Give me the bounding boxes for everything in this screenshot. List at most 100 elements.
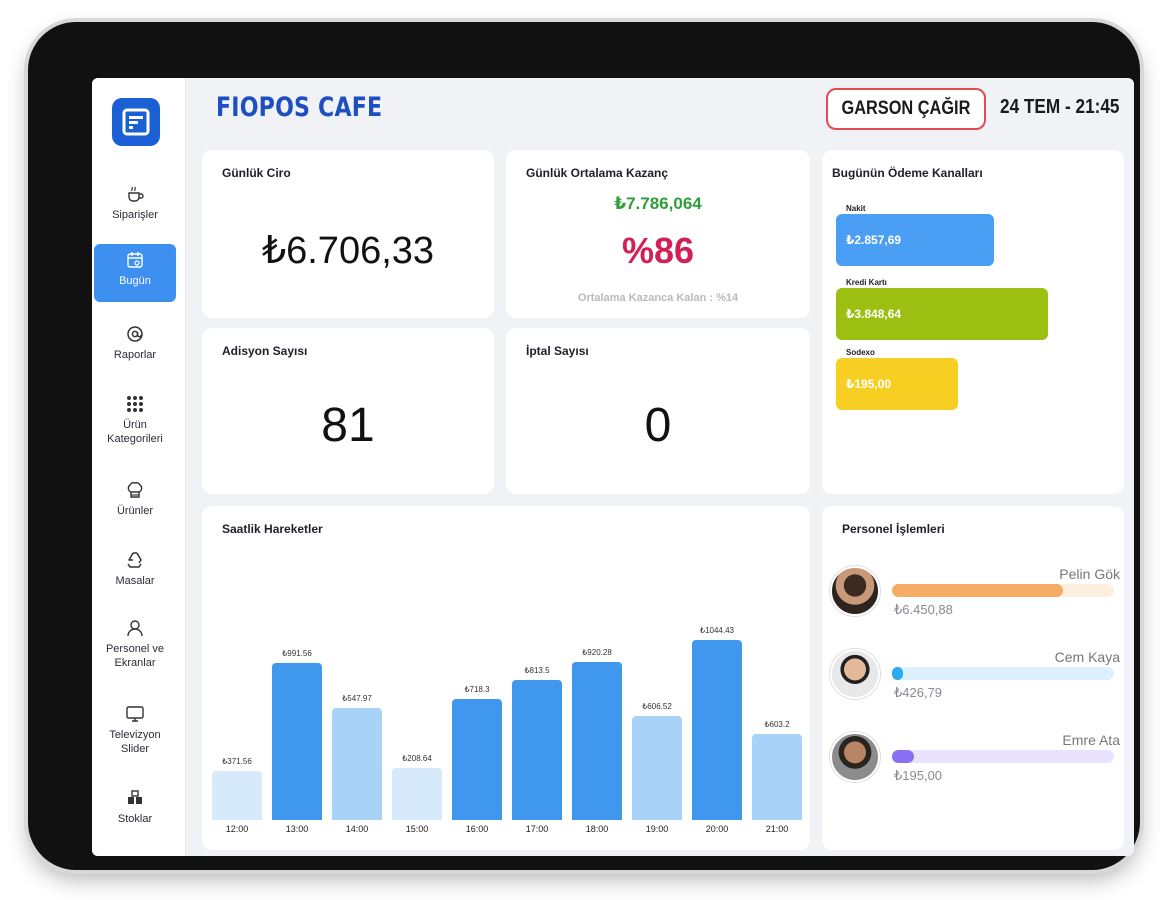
cancel-count-value: 0 [644,399,672,452]
staff-row[interactable]: Pelin Gök ₺6.450,88 [822,566,1132,626]
card-title: Adisyon Sayısı [222,344,308,358]
average-target-value: ₺7.786,064 [614,194,702,213]
card-title: İptal Sayısı [526,344,589,358]
sidebar-item-tv-slider[interactable]: Televizyon Slider [94,698,176,756]
card-title: Personel İşlemleri [842,522,945,536]
chart-bar [452,699,502,820]
chart-bar [692,640,742,820]
chart-bar-value-label: ₺1044.43 [699,626,734,635]
sidebar-item-label: Siparişler [112,209,158,221]
chart-x-tick-label: 18:00 [585,824,609,834]
sidebar-item-staff-screens[interactable]: Personel ve Ekranlar [94,612,176,670]
chart-bar [512,679,562,820]
sidebar-item-label: Bugün [119,275,151,287]
chart-bar-value-label: ₺603.2 [764,719,790,729]
chart-x-tick-label: 20:00 [705,824,729,834]
sidebar-item-label: Personel ve Ekranlar [105,643,165,669]
payment-channel-name: Nakit [846,204,866,213]
card-title: Günlük Ciro [222,166,291,180]
sidebar-item-label: Televizyon Slider [109,729,161,755]
chart-bar [752,733,802,820]
staff-progress-track [892,750,1114,763]
chart-bar-value-label: ₺547.97 [342,694,372,704]
tv-icon [126,706,144,722]
sidebar-item-orders[interactable]: Siparişler [94,178,176,222]
chart-bar-value-label: ₺371.56 [222,757,252,767]
staff-progress-track [892,584,1114,597]
staff-progress-track [892,667,1114,680]
app-screen: Siparişler Bugün Raporlar Ürün Kategoril… [92,78,1134,856]
staff-progress-fill [892,667,904,680]
payment-channel-amount: ₺2.857,69 [846,233,902,247]
payment-channel-bar-sodexo: ₺195,00 [836,358,958,410]
sidebar-item-label: Raporlar [113,349,157,361]
chart-bar [332,708,382,820]
calendar-icon [127,252,143,268]
grid-icon [127,396,143,412]
sidebar-item-label: Masalar [115,575,155,587]
staff-name: Emre Ata [1062,732,1120,748]
chart-bar [212,771,262,820]
cancel-count-card: İptal Sayısı 0 [506,328,810,494]
app-logo[interactable] [112,98,160,146]
sidebar-item-reports[interactable]: Raporlar [94,318,176,362]
daily-revenue-card: Günlük Ciro ₺6.706,33 [202,150,494,318]
sidebar-item-products[interactable]: Ürünler [94,474,176,518]
chart-bar-value-label: ₺813.5 [524,665,550,675]
payment-channel-bar-cash: ₺2.857,69 [836,214,994,266]
chart-x-tick-label: 14:00 [345,824,369,834]
chart-bar-value-label: ₺718.3 [464,685,490,695]
chart-bar [272,663,322,820]
payment-channel-name: Kredi Kartı [846,278,887,287]
sidebar-item-product-categories[interactable]: Ürün Kategorileri [94,388,176,446]
tablet-frame: Siparişler Bugün Raporlar Ürün Kategoril… [28,22,1140,870]
user-icon [127,620,143,637]
chart-x-tick-label: 13:00 [285,824,309,834]
sidebar-item-tables[interactable]: Masalar [94,544,176,588]
hourly-activity-card: Saatlik Hareketler ₺371.56 12:00 ₺991.56 13… [202,506,810,850]
daily-revenue-value: ₺6.706,33 [261,230,435,272]
staff-progress-fill [892,584,1063,597]
staff-name: Pelin Gök [1059,566,1120,582]
average-remaining-text: Ortalama Kazanca Kalan : %14 [577,292,739,304]
daily-average-card: Günlük Ortalama Kazanç ₺7.786,064 %86 Or… [506,150,810,318]
staff-name: Cem Kaya [1054,649,1120,665]
chart-x-tick-label: 21:00 [765,824,789,834]
payment-channels-card: Bugünün Ödeme Kanalları Nakit ₺2.857,69 … [822,150,1124,494]
chart-bar-value-label: ₺920.28 [582,647,612,657]
chart-x-tick-label: 12:00 [225,824,249,834]
date-time: 24 TEM - 21:45 [1000,96,1120,118]
call-waiter-label: GARSON ÇAĞIR [841,98,971,119]
receipt-count-card: Adisyon Sayısı 81 [202,328,494,494]
page-title: FIOPOS CAFE [216,92,383,123]
staff-row[interactable]: Emre Ata ₺195,00 [822,732,1132,792]
avatar [830,732,880,782]
sidebar-item-label: Stoklar [117,813,153,825]
payment-channel-name: Sodexo [846,348,875,357]
sidebar-item-label: Ürün Kategorileri [107,419,163,445]
card-title: Günlük Ortalama Kazanç [526,166,669,180]
staff-amount: ₺6.450,88 [894,602,953,617]
chart-bar-value-label: ₺991.56 [282,649,312,659]
chart-bar [572,661,622,820]
chart-bar-value-label: ₺606.52 [642,701,672,711]
chart-bar-value-label: ₺208.64 [402,753,432,763]
sidebar-item-today[interactable]: Bugün [94,244,176,302]
average-percent-value: %86 [621,230,695,271]
staff-progress-fill [892,750,915,763]
logo-icon [122,108,150,136]
sidebar-item-stocks[interactable]: Stoklar [94,782,176,826]
at-sign-icon [127,326,143,342]
boxes-icon [128,790,142,804]
payment-channel-amount: ₺195,00 [846,377,892,391]
chart-x-tick-label: 17:00 [525,824,549,834]
chart-bar [632,715,682,820]
sidebar: Siparişler Bugün Raporlar Ürün Kategoril… [92,78,186,856]
payment-channel-amount: ₺3.848,64 [846,307,902,321]
chart-x-tick-label: 16:00 [465,824,489,834]
avatar [830,649,880,699]
chart-x-tick-label: 19:00 [645,824,669,834]
call-waiter-button[interactable]: GARSON ÇAĞIR [826,88,986,130]
staff-row[interactable]: Cem Kaya ₺426,79 [822,649,1132,709]
receipt-count-value: 81 [321,399,375,452]
